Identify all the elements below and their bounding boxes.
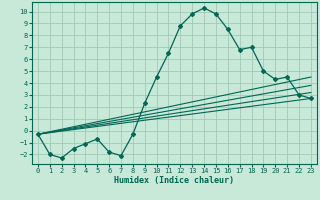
- X-axis label: Humidex (Indice chaleur): Humidex (Indice chaleur): [115, 176, 234, 185]
